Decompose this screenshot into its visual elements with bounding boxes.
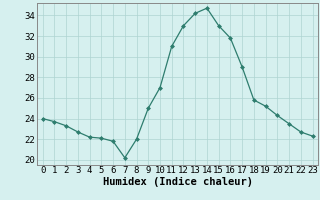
- X-axis label: Humidex (Indice chaleur): Humidex (Indice chaleur): [103, 177, 252, 187]
